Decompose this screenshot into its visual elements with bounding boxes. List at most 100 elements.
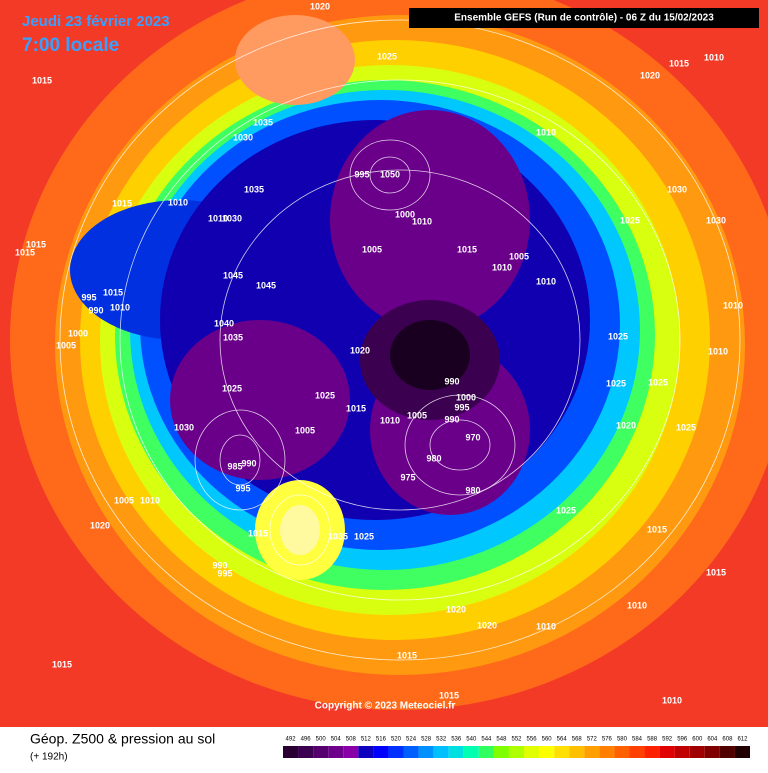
- legend-label: 588: [647, 737, 658, 743]
- field-title: Géop. Z500 & pression au sol: [30, 731, 215, 747]
- legend-label: 500: [316, 737, 327, 743]
- legend-label: 596: [677, 737, 688, 743]
- legend-label: 564: [557, 737, 568, 743]
- legend-swatch: [388, 746, 404, 758]
- run-info: Ensemble GEFS (Run de contrôle) - 06 Z d…: [454, 13, 714, 24]
- legend-label: 572: [587, 737, 598, 743]
- isobar-label: 1020: [640, 70, 660, 80]
- isobar-label: 1015: [15, 247, 35, 257]
- isobar-label: 975: [400, 472, 415, 482]
- isobar-label: 1050: [380, 169, 400, 179]
- legend-swatch: [373, 746, 389, 758]
- isobar-label: 985: [227, 461, 242, 471]
- isobar-label: 1020: [90, 520, 110, 530]
- isobar-label: 1025: [608, 331, 628, 341]
- legend-label: 568: [572, 737, 583, 743]
- legend-label: 592: [662, 737, 673, 743]
- isobar-label: 1010: [708, 346, 728, 356]
- isobar-label: 1045: [256, 280, 276, 290]
- legend-label: 528: [421, 737, 432, 743]
- legend-swatch: [704, 746, 720, 758]
- isobar-label: 1035: [328, 531, 348, 541]
- legend-swatch: [448, 746, 464, 758]
- isobar-label: 995: [81, 292, 96, 302]
- legend-swatch: [433, 746, 449, 758]
- legend-swatch: [659, 746, 675, 758]
- legend-swatch: [554, 746, 570, 758]
- legend-swatch: [508, 746, 525, 758]
- isobar-label: 1020: [616, 420, 636, 430]
- map-field: [0, 0, 768, 727]
- legend-swatch: [343, 746, 359, 758]
- isobar-label: 980: [426, 453, 441, 463]
- legend-swatch: [478, 746, 494, 758]
- isobar-label: 995: [354, 169, 369, 179]
- isobar-label: 1015: [26, 239, 46, 249]
- legend-label: 492: [286, 737, 297, 743]
- isobar-label: 1030: [667, 184, 687, 194]
- isobar-label: 995: [235, 483, 250, 493]
- forecast-lead: (+ 192h): [30, 752, 68, 763]
- isobar-label: 990: [444, 414, 459, 424]
- legend-label: 496: [301, 737, 312, 743]
- isobar-label: 1010: [627, 600, 647, 610]
- legend-label: 560: [542, 737, 553, 743]
- isobar-label: 1000: [456, 392, 476, 402]
- isobar-label: 1015: [706, 567, 726, 577]
- isobar-label: 1010: [208, 213, 228, 223]
- isobar-label: 1020: [477, 620, 497, 630]
- legend-swatch: [418, 746, 434, 758]
- legend-label: 556: [527, 737, 538, 743]
- legend-swatch: [629, 746, 645, 758]
- isobar-label: 1005: [509, 251, 529, 261]
- isobar-label: 1010: [412, 216, 432, 226]
- isobar-label: 1020: [350, 345, 370, 355]
- isobar-label: 1030: [222, 213, 242, 223]
- isobar-label: 1025: [648, 377, 668, 387]
- legend-label: 536: [451, 737, 462, 743]
- legend-label: 520: [391, 737, 402, 743]
- legend-swatch: [719, 746, 735, 758]
- isobar-label: 1005: [362, 244, 382, 254]
- isobar-label: 1015: [457, 244, 477, 254]
- isobar-label: 1025: [620, 215, 640, 225]
- isobar-label: 1015: [32, 75, 52, 85]
- copyright: Copyright © 2023 Meteociel.fr: [315, 701, 456, 712]
- legend-label: 540: [466, 737, 477, 743]
- isobar-label: 990: [241, 458, 256, 468]
- isobar-label: 995: [454, 402, 469, 412]
- isobar-label: 1010: [536, 621, 556, 631]
- legend-swatch: [283, 746, 299, 758]
- isobar-label: 1010: [110, 302, 130, 312]
- isobar-label: 1035: [253, 117, 273, 127]
- legend-swatch: [313, 746, 329, 758]
- legend-swatch: [689, 746, 705, 758]
- legend-label: 600: [692, 737, 703, 743]
- isobar-label: 1020: [310, 1, 330, 11]
- isobar-label: 1025: [556, 505, 576, 515]
- legend-swatch: [328, 746, 344, 758]
- isobar-label: 980: [465, 485, 480, 495]
- isobar-label: 1030: [706, 215, 726, 225]
- isobar-label: 1025: [676, 422, 696, 432]
- isobar-label: 990: [212, 560, 227, 570]
- legend-swatch: [644, 746, 660, 758]
- legend-label: 608: [722, 737, 733, 743]
- legend-swatch: [403, 746, 419, 758]
- legend-label: 504: [331, 737, 342, 743]
- legend-swatch: [358, 746, 374, 758]
- isobar-label: 1025: [606, 378, 626, 388]
- isobar-label: 970: [465, 432, 480, 442]
- isobar-label: 1025: [354, 531, 374, 541]
- legend-swatch: [599, 746, 615, 758]
- isobar-label: 1005: [114, 495, 134, 505]
- isobar-label: 1010: [380, 415, 400, 425]
- isobar-label: 1005: [407, 410, 427, 420]
- isobar-label: 1015: [669, 58, 689, 68]
- isobar-label: 1015: [248, 528, 268, 538]
- legend-label: 544: [481, 737, 492, 743]
- isobar-label: 1010: [662, 695, 682, 705]
- isobar-label: 1000: [68, 328, 88, 338]
- legend-label: 516: [376, 737, 387, 743]
